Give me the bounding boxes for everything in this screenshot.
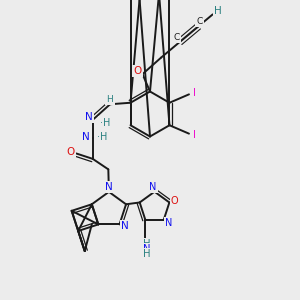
Text: H: H	[106, 95, 113, 104]
Text: O: O	[171, 196, 178, 206]
Text: O: O	[66, 147, 74, 157]
Text: N: N	[105, 182, 113, 192]
Text: H: H	[143, 239, 151, 249]
Text: H: H	[214, 6, 222, 16]
Text: N: N	[149, 182, 157, 192]
Text: H: H	[143, 249, 151, 260]
Text: I: I	[193, 130, 196, 140]
Text: N: N	[165, 218, 173, 228]
Text: O: O	[133, 66, 141, 76]
Text: ·H: ·H	[100, 118, 110, 128]
Text: ·H: ·H	[97, 132, 107, 142]
Text: N: N	[82, 132, 90, 142]
Text: N: N	[121, 221, 129, 231]
Text: I: I	[193, 88, 196, 98]
Text: C: C	[197, 17, 203, 26]
Text: N: N	[143, 244, 151, 254]
Text: C: C	[174, 33, 180, 42]
Text: N: N	[85, 112, 92, 122]
